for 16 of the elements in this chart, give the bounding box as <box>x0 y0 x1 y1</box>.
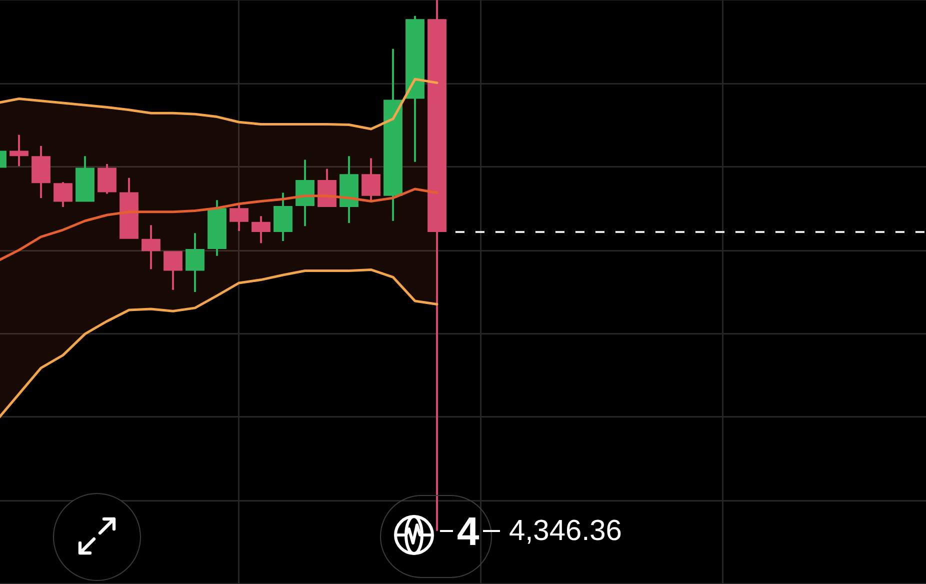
candlestick <box>54 182 72 208</box>
candlestick <box>252 216 270 244</box>
candlestick <box>142 225 160 270</box>
candlestick <box>32 146 50 198</box>
candlestick <box>274 192 292 242</box>
candlestick <box>186 233 204 292</box>
candlestick <box>164 251 182 290</box>
candlestick <box>10 134 28 166</box>
candlestick <box>76 156 94 202</box>
candlestick <box>230 204 248 231</box>
candlestick <box>362 158 380 202</box>
candlestick <box>98 164 116 194</box>
candlestick <box>428 0 446 531</box>
annotation: 4,346.36 <box>509 514 622 548</box>
globe-button[interactable]: 4 <box>380 495 492 578</box>
annotation: 4 <box>456 510 480 554</box>
